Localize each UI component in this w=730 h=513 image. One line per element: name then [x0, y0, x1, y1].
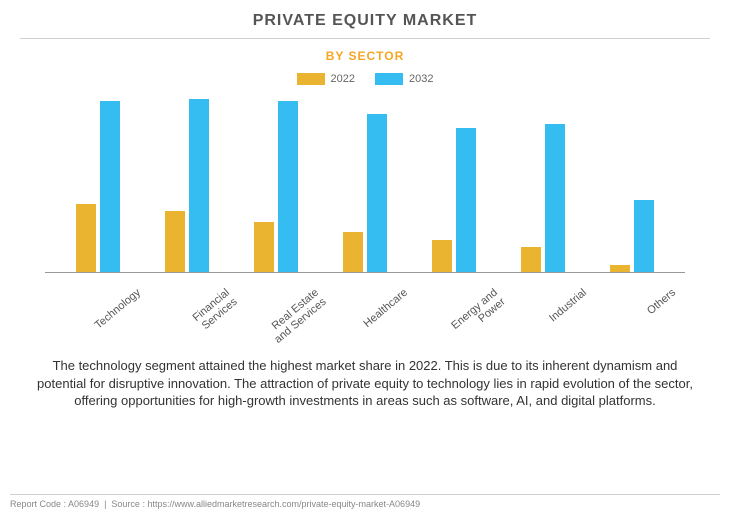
legend-item-2022: 2022	[297, 73, 355, 85]
bar-group	[499, 124, 588, 272]
bar-2022	[521, 247, 541, 272]
bar-group	[231, 101, 320, 272]
source-value: https://www.alliedmarketresearch.com/pri…	[147, 499, 420, 509]
chart-subtitle: BY SECTOR	[20, 49, 710, 63]
bar-2032	[456, 128, 476, 272]
bar-2032	[545, 124, 565, 272]
legend-item-2032: 2032	[375, 73, 433, 85]
chart-title: PRIVATE EQUITY MARKET	[20, 12, 710, 38]
chart-area: TechnologyFinancial ServicesReal Estate …	[45, 93, 685, 343]
bar-group	[588, 200, 677, 272]
bar-2032	[100, 101, 120, 272]
plot-area	[45, 93, 685, 273]
bar-2022	[343, 232, 363, 272]
bar-2022	[610, 265, 630, 272]
bar-2022	[254, 222, 274, 272]
legend-label-2022: 2022	[331, 73, 355, 85]
bar-2022	[76, 204, 96, 272]
footer: Report Code : A06949 | Source : https://…	[10, 494, 720, 509]
bar-group	[53, 101, 142, 272]
legend-swatch-2022	[297, 73, 325, 85]
bar-group	[142, 99, 231, 272]
bar-2032	[189, 99, 209, 272]
source-label: Source :	[111, 499, 145, 509]
bar-2022	[165, 211, 185, 272]
bar-2032	[367, 114, 387, 272]
legend-swatch-2032	[375, 73, 403, 85]
x-axis-labels: TechnologyFinancial ServicesReal Estate …	[45, 273, 685, 343]
legend-label-2032: 2032	[409, 73, 433, 85]
bar-2032	[278, 101, 298, 272]
legend: 2022 2032	[20, 73, 710, 85]
report-code-label: Report Code :	[10, 499, 66, 509]
bar-group	[320, 114, 409, 272]
bar-2022	[432, 240, 452, 272]
report-code-value: A06949	[68, 499, 99, 509]
bar-group	[410, 128, 499, 272]
bar-2032	[634, 200, 654, 272]
title-divider	[20, 38, 710, 39]
